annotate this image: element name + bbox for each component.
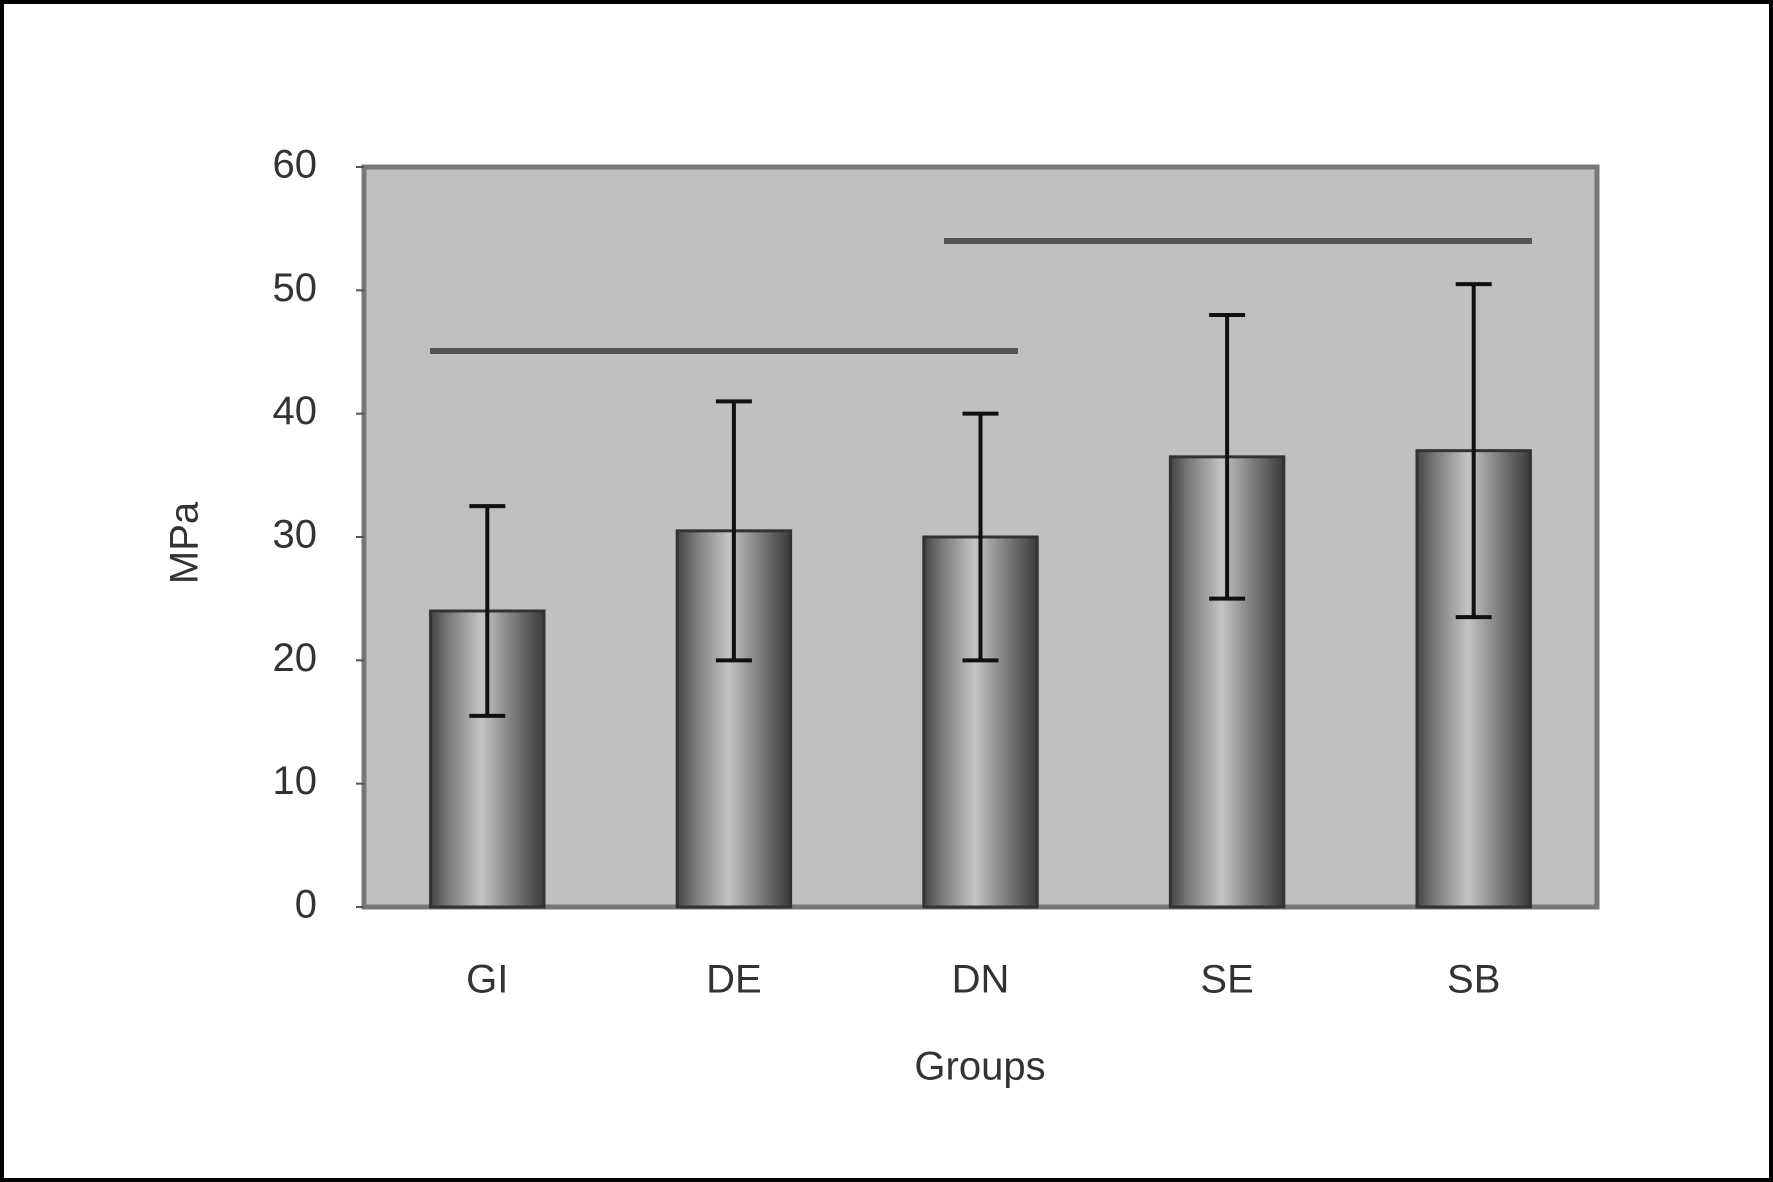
error-bar	[715, 399, 752, 663]
y-tick-label: 10	[273, 759, 318, 803]
x-tick-label: SB	[1447, 958, 1500, 1002]
x-axis-label: Groups	[914, 1045, 1045, 1089]
y-axis-label: MPa	[163, 501, 207, 584]
x-tick-label: GI	[466, 958, 508, 1002]
y-tick-label: 30	[273, 513, 318, 557]
y-tick-label: 0	[295, 883, 317, 927]
error-bar	[962, 411, 999, 663]
x-tick-label: DE	[706, 958, 762, 1002]
x-tick-label: DN	[952, 958, 1010, 1002]
error-bar	[1455, 282, 1492, 620]
error-bar	[1209, 313, 1246, 601]
error-bar	[469, 504, 506, 718]
y-tick-label: 60	[273, 143, 318, 187]
y-tick-label: 40	[273, 389, 318, 433]
y-tick-label: 50	[273, 266, 318, 310]
y-tick-label: 20	[273, 636, 318, 680]
x-tick-label: SE	[1200, 958, 1253, 1002]
